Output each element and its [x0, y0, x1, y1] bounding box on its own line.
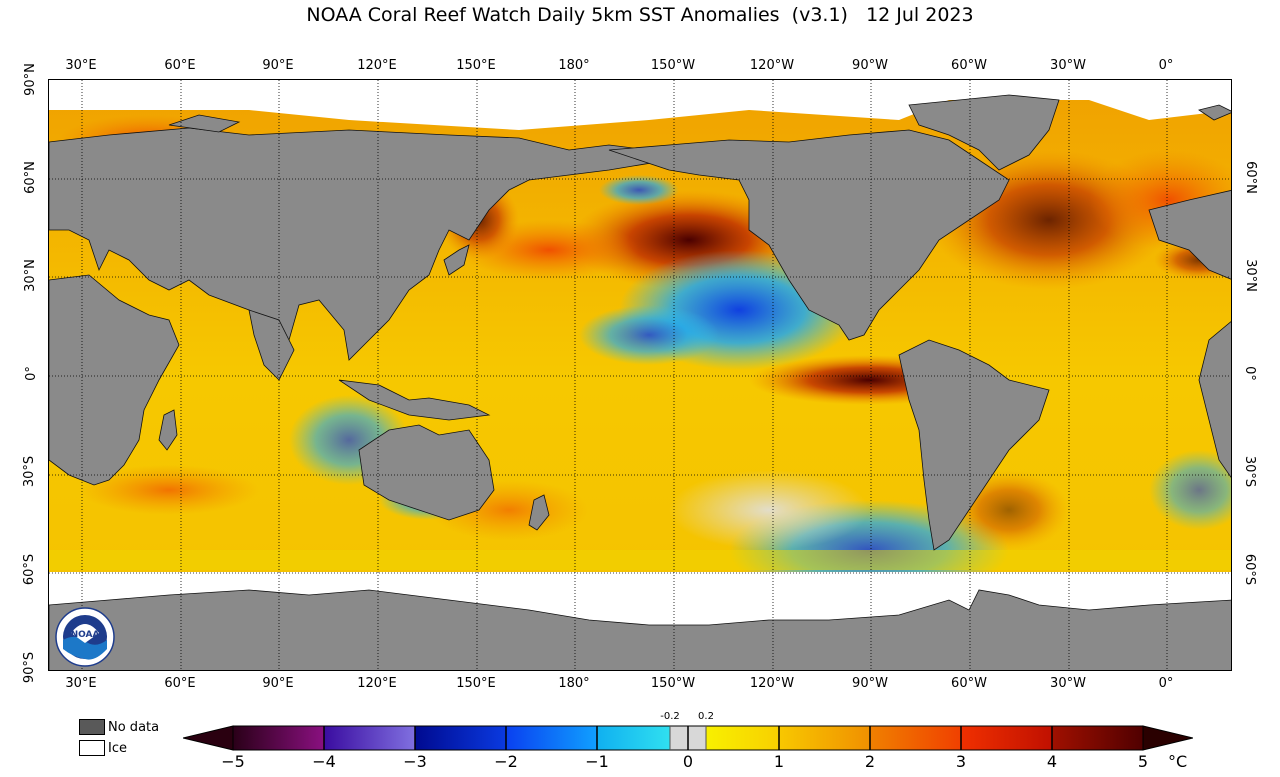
lon-label-bottom-0: 0° [1158, 676, 1174, 691]
colorbar-tick-3: 3 [955, 752, 967, 771]
svalbard-land [1198, 104, 1231, 121]
colorbar-tick-minus-0-2: -0.2 [660, 711, 680, 722]
eurasia-land [49, 127, 671, 361]
lat-label-left-60s: 60°S [22, 553, 38, 586]
no-data-label: No data [108, 720, 160, 735]
lon-label-bottom-180: 180° [558, 676, 590, 691]
madagascar-land [158, 409, 178, 451]
colorbar-tick-plus-0-2: 0.2 [698, 711, 714, 722]
lon-label-bottom-150w: 150°W [650, 676, 696, 691]
colorbar-tick-0: 0 [682, 752, 694, 771]
lon-label-top-120e: 120°E [357, 58, 397, 73]
lat-label-left-30n: 30°N [22, 259, 38, 292]
lon-label-top-150w: 150°W [650, 58, 696, 73]
lat-label-left-30s: 30°S [22, 455, 38, 488]
colorbar-tick-4: 4 [1046, 752, 1058, 771]
colorbar [182, 724, 1194, 754]
africa-land [49, 274, 180, 486]
new-zealand-land [528, 494, 550, 531]
ice-label: Ice [108, 741, 127, 756]
south-america-land [898, 339, 1050, 551]
noaa-logo: NOAA [55, 607, 115, 667]
map-svg [49, 80, 1231, 670]
colorbar-tick-1: 1 [773, 752, 785, 771]
svg-text:NOAA: NOAA [71, 630, 100, 640]
north-america-land [608, 129, 1010, 341]
greenland-land [908, 94, 1060, 171]
japan-land [443, 244, 470, 276]
west-africa-right [1198, 321, 1231, 478]
colorbar-tick-minus-3: −3 [403, 752, 427, 771]
arctic-islands [168, 114, 241, 133]
no-data-swatch [79, 719, 105, 735]
lat-label-right-30s: 30°S [1242, 455, 1258, 488]
lat-label-left-90n: 90°N [22, 63, 38, 96]
lat-label-left-0: 0° [23, 366, 39, 381]
colorbar-tick-minus-2: −2 [494, 752, 518, 771]
lon-label-top-60w: 60°W [951, 58, 987, 73]
colorbar-tick-5: 5 [1137, 752, 1149, 771]
lon-label-top-90e: 90°E [262, 58, 294, 73]
lat-label-right-30n: 30°N [1242, 259, 1258, 292]
lon-label-bottom-120w: 120°W [749, 676, 795, 691]
lon-label-top-30w: 30°W [1050, 58, 1086, 73]
colorbar-tick-minus-1: −1 [585, 752, 609, 771]
lon-label-bottom-30w: 30°W [1050, 676, 1086, 691]
sst-anomaly-map [48, 79, 1232, 671]
australia-land [358, 424, 495, 521]
lat-label-left-60n: 60°N [22, 161, 38, 194]
map-title: NOAA Coral Reef Watch Daily 5km SST Anom… [306, 4, 974, 26]
lon-label-bottom-90w: 90°W [852, 676, 888, 691]
lat-label-right-0: 0° [1241, 366, 1257, 381]
lat-label-left-90s: 90°S [22, 651, 38, 684]
colorbar-tick-minus-5: −5 [221, 752, 245, 771]
lon-label-top-90w: 90°W [852, 58, 888, 73]
land-masses [49, 94, 1231, 670]
lon-label-top-30e: 30°E [65, 58, 97, 73]
lon-label-top-60e: 60°E [164, 58, 196, 73]
lon-label-bottom-90e: 90°E [262, 676, 294, 691]
graticule [49, 80, 1231, 670]
ice-swatch [79, 740, 105, 756]
lon-label-top-150e: 150°E [456, 58, 496, 73]
lon-label-bottom-60e: 60°E [164, 676, 196, 691]
antarctica-land [49, 589, 1231, 670]
europe-land [1148, 190, 1231, 280]
lon-label-top-120w: 120°W [749, 58, 795, 73]
colorbar-unit: °C [1168, 752, 1188, 771]
lon-label-bottom-150e: 150°E [456, 676, 496, 691]
arctic-ice [49, 80, 1231, 130]
lon-label-top-180: 180° [558, 58, 590, 73]
lon-label-bottom-60w: 60°W [951, 676, 987, 691]
lat-label-right-60s: 60°S [1242, 553, 1258, 586]
colorbar-tick-2: 2 [864, 752, 876, 771]
lon-label-bottom-120e: 120°E [357, 676, 397, 691]
lon-label-top-0: 0° [1158, 58, 1174, 73]
indonesia-land [338, 379, 491, 421]
lat-label-right-60n: 60°N [1242, 161, 1258, 194]
lon-label-bottom-30e: 30°E [65, 676, 97, 691]
colorbar-tick-minus-4: −4 [312, 752, 336, 771]
